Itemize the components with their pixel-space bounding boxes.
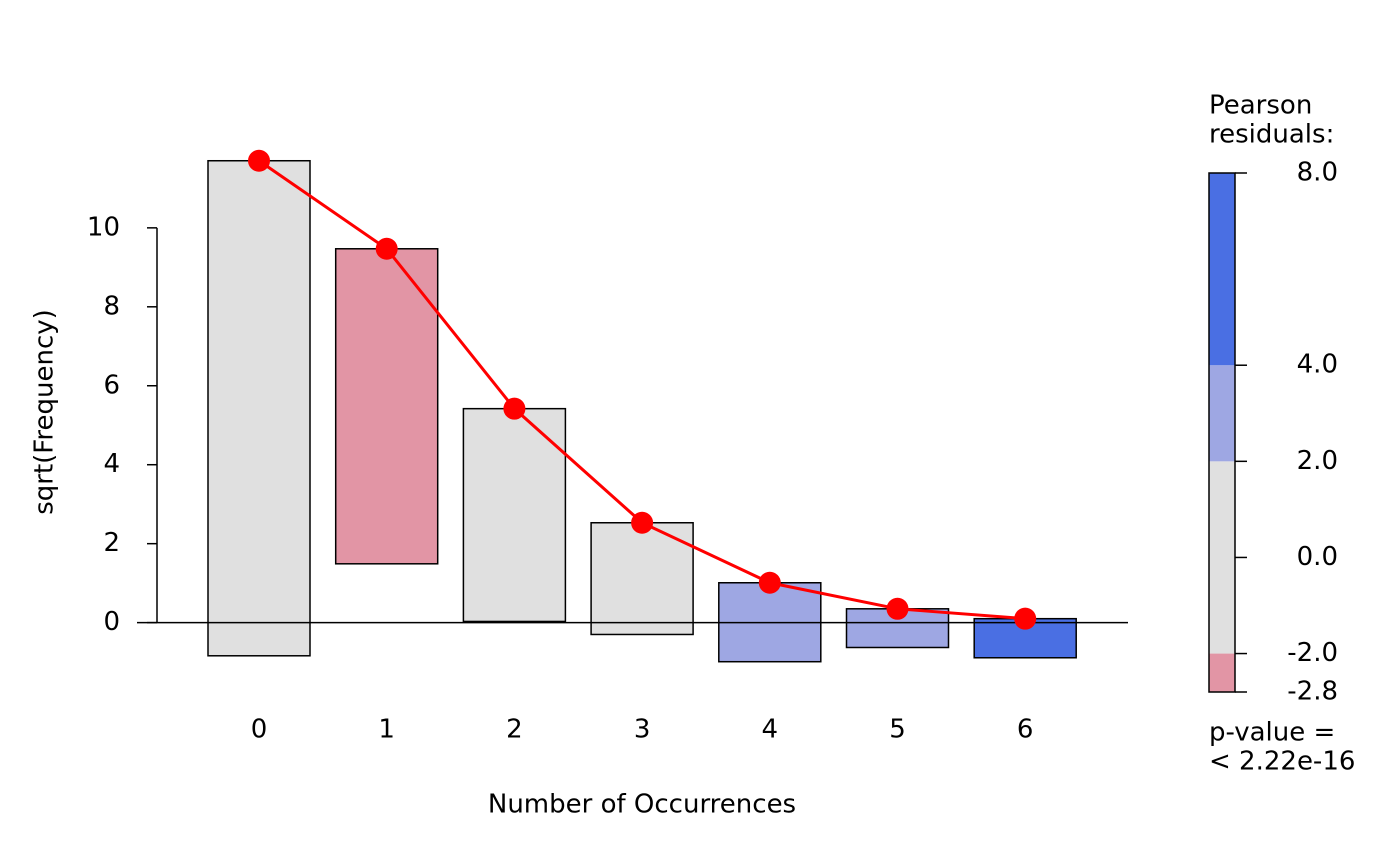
expected-point: [631, 511, 654, 534]
x-tick-label: 1: [378, 715, 395, 745]
x-tick-label: 5: [889, 715, 906, 745]
y-axis-label: sqrt(Frequency): [30, 309, 60, 515]
legend-tick-label: 2.0: [1297, 446, 1338, 476]
x-tick-label: 2: [506, 715, 523, 745]
y-tick-label: 4: [103, 449, 120, 479]
expected-point: [758, 571, 781, 594]
x-tick-label: 6: [1017, 715, 1034, 745]
bar: [207, 159, 311, 657]
legend-tick-label: -2.8: [1287, 677, 1338, 707]
expected-point: [1014, 607, 1037, 630]
legend-tick-label: 8.0: [1297, 158, 1338, 188]
x-tick-label: 4: [762, 715, 779, 745]
expected-point: [886, 597, 909, 620]
legend-frame: [1208, 172, 1236, 693]
x-axis-label: Number of Occurrences: [488, 790, 796, 820]
y-tick-label: 10: [87, 212, 120, 242]
legend-tick-label: 4.0: [1297, 350, 1338, 380]
x-tick-label: 0: [251, 715, 268, 745]
bar: [462, 407, 567, 623]
expected-point: [375, 237, 398, 260]
legend-band: [1209, 173, 1235, 366]
expected-point: [248, 149, 270, 172]
y-tick-label: 8: [103, 291, 120, 321]
legend-tick-label: -2.0: [1287, 638, 1338, 668]
legend-band: [1209, 653, 1235, 692]
p-value: p-value =: [1209, 718, 1335, 748]
p-value: < 2.22e-16: [1209, 747, 1355, 777]
y-tick-label: 6: [103, 370, 120, 400]
y-tick-label: 0: [103, 607, 120, 637]
expected-point: [503, 397, 526, 420]
legend-tick-label: 0.0: [1297, 542, 1338, 572]
legend-band: [1209, 365, 1235, 462]
legend-band: [1209, 461, 1235, 654]
x-tick-label: 3: [634, 715, 651, 745]
legend-title: Pearson: [1209, 91, 1312, 121]
bar: [334, 248, 439, 565]
bar: [590, 521, 694, 636]
y-tick-label: 2: [103, 528, 120, 558]
legend-title: residuals:: [1209, 120, 1334, 150]
